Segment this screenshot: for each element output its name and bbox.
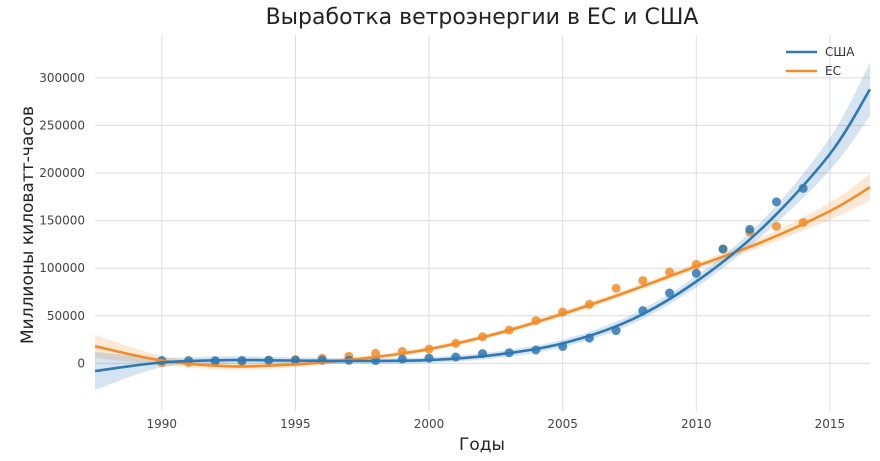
y-tick-label: 50000 — [47, 309, 85, 323]
x-tick-label: 2000 — [414, 417, 445, 431]
chart-title: Выработка ветроэнергии в ЕС и США — [266, 5, 699, 30]
y-tick-label: 100000 — [39, 261, 85, 275]
data-point — [718, 244, 728, 254]
data-point — [771, 221, 781, 231]
y-tick-label: 300000 — [39, 71, 85, 85]
data-point — [691, 268, 701, 278]
legend-label: США — [825, 45, 855, 59]
y-tick-label: 0 — [77, 356, 85, 370]
fit-line — [94, 88, 872, 373]
y-tick-label: 200000 — [39, 166, 85, 180]
x-tick-label: 1995 — [280, 417, 311, 431]
data-point — [798, 183, 808, 193]
data-point — [611, 283, 621, 293]
y-axis-title: Миллионы киловатт-часов — [18, 106, 38, 344]
plot-area — [95, 35, 870, 411]
x-tick-label: 1990 — [147, 417, 178, 431]
data-point — [665, 288, 675, 298]
fit-lines-layer — [94, 88, 872, 373]
tick-labels-layer: 0 50000 100000 150000 200000 250000 300000 1990… — [39, 71, 845, 431]
x-tick-label: 2015 — [815, 417, 846, 431]
data-point — [771, 197, 781, 207]
legend: США ЕС — [786, 45, 855, 78]
y-tick-label: 150000 — [39, 214, 85, 228]
legend-label: ЕС — [825, 64, 841, 78]
x-tick-label: 2010 — [681, 417, 712, 431]
y-tick-label: 250000 — [39, 118, 85, 132]
data-point — [638, 276, 648, 286]
data-point — [397, 354, 407, 364]
fit-line — [94, 186, 871, 368]
x-axis-title: Годы — [459, 435, 505, 455]
x-tick-label: 2005 — [547, 417, 578, 431]
data-point — [745, 224, 755, 234]
